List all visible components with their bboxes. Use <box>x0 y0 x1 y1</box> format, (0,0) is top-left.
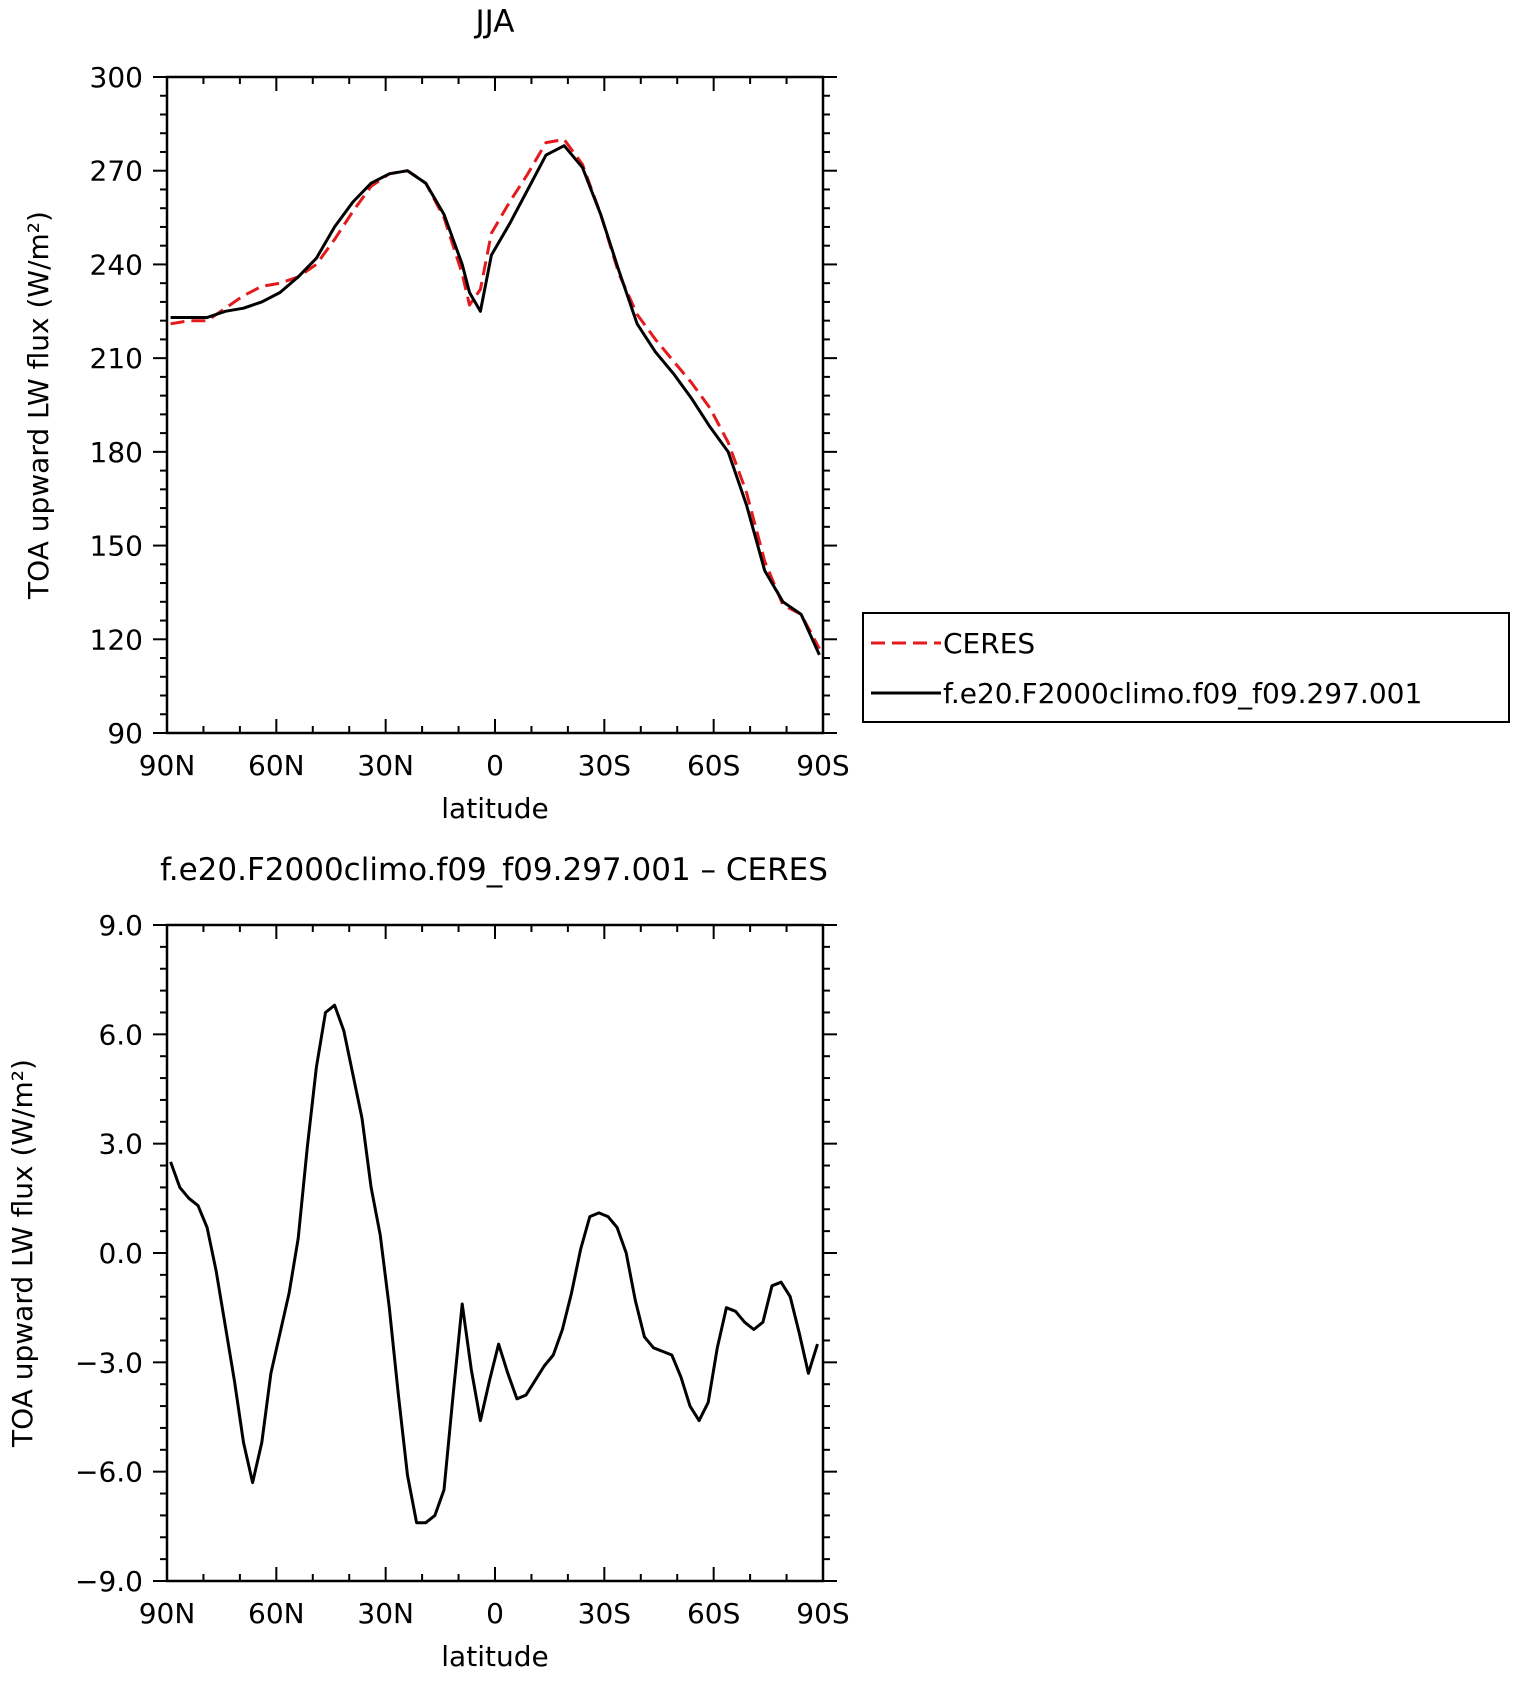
plot-frame <box>165 923 825 1583</box>
x-axis-label: latitude <box>441 792 548 825</box>
y-tick-label: 240 <box>90 248 143 281</box>
series-line-ceres <box>170 138 821 650</box>
x-tick-label: 90S <box>796 749 849 782</box>
series-line-f-e20-f2000climo-f09-f09-297-001 <box>170 144 821 656</box>
y-tick-label: 180 <box>90 436 143 469</box>
y-tick-label: 270 <box>90 155 143 188</box>
y-tick-label: 90 <box>107 717 143 750</box>
chart-title: f.e20.F2000climo.f09_f09.297.001 – CERES <box>160 852 828 888</box>
x-tick-label: 30N <box>357 749 414 782</box>
y-tick-label: −3.0 <box>75 1346 143 1379</box>
legend-entry-label: CERES <box>943 627 1035 660</box>
x-tick-label: 60S <box>687 749 740 782</box>
y-tick-label: 120 <box>90 623 143 656</box>
x-tick-label: 30S <box>578 1597 631 1630</box>
x-tick-label: 60N <box>248 749 305 782</box>
y-tick-label: 300 <box>90 61 143 94</box>
y-tick-label: 210 <box>90 342 143 375</box>
chart-title: JJA <box>474 4 515 40</box>
plot-frame <box>165 75 825 735</box>
x-tick-label: 90S <box>796 1597 849 1630</box>
x-tick-label: 90N <box>139 749 196 782</box>
y-tick-label: 3.0 <box>98 1128 143 1161</box>
x-tick-label: 90N <box>139 1597 196 1630</box>
difference-series-line <box>169 1003 819 1525</box>
x-tick-label: 30S <box>578 749 631 782</box>
y-tick-label: 150 <box>90 530 143 563</box>
top-chart-panel: JJA 90N 60N 30N 0 30S 60S 90S 90 120 150 180 210 240 2… <box>22 4 1510 825</box>
y-tick-label: 6.0 <box>98 1018 143 1051</box>
y-axis-label: TOA upward LW flux (W/m²) <box>22 211 55 600</box>
x-tick-label: 60S <box>687 1597 740 1630</box>
y-tick-label: 9.0 <box>98 909 143 942</box>
y-tick-label: −6.0 <box>75 1456 143 1489</box>
x-tick-label: 0 <box>486 749 504 782</box>
y-tick-label: 0.0 <box>98 1237 143 1270</box>
x-tick-label: 0 <box>486 1597 504 1630</box>
legend-box <box>862 612 1510 723</box>
x-axis-label: latitude <box>441 1640 548 1673</box>
difference-chart-panel: f.e20.F2000climo.f09_f09.297.001 – CERES… <box>6 852 850 1673</box>
y-tick-label: −9.0 <box>75 1565 143 1598</box>
x-tick-label: 30N <box>357 1597 414 1630</box>
legend-entry-label: f.e20.F2000climo.f09_f09.297.001 <box>943 677 1422 710</box>
x-tick-label: 60N <box>248 1597 305 1630</box>
y-axis-label: TOA upward LW flux (W/m²) <box>6 1059 39 1448</box>
